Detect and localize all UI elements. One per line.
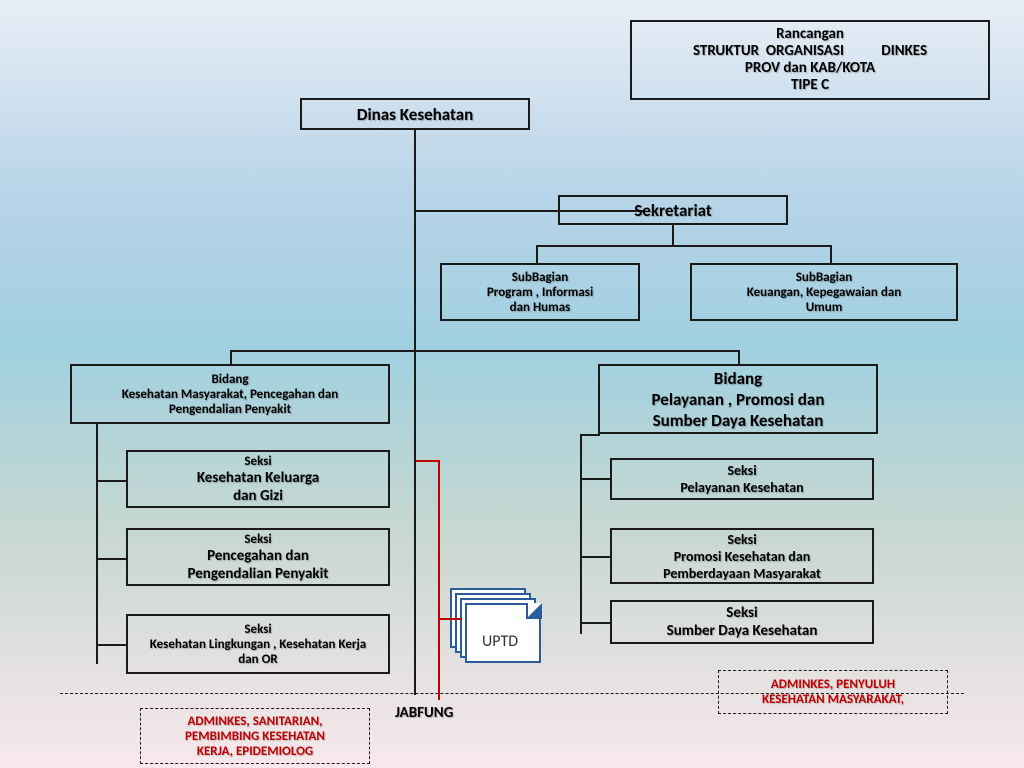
node-seksi-keluarga-gizi: Seksi Kesehatan Keluarga dan Gizi: [126, 450, 390, 508]
seksiB2-l2: Promosi Kesehatan dan: [674, 548, 811, 565]
jabfung-label: JABFUNG: [395, 704, 453, 722]
connector: [580, 478, 610, 480]
connector: [536, 245, 832, 247]
connector: [830, 245, 832, 263]
connector: [230, 350, 232, 364]
connector: [96, 480, 126, 482]
seksiA1-l2: Kesehatan Keluarga: [197, 469, 319, 487]
connector-red: [416, 460, 440, 462]
node-seksi-lingkungan: Seksi Kesehatan Lingkungan , Kesehatan K…: [126, 614, 390, 674]
admin2-l2: KESEHATAN MASYARAKAT,: [762, 692, 904, 707]
node-bidang-kesmas: Bidang Kesehatan Masyarakat, Pencegahan …: [70, 364, 390, 424]
connector-red: [438, 618, 462, 620]
title-box: Rancangan STRUKTUR ORGANISASI DINKES PRO…: [630, 20, 990, 100]
connector-red: [438, 460, 440, 700]
connector: [536, 245, 538, 263]
seksiA1-l1: Seksi: [244, 454, 271, 469]
sekretariat-label: Sekretariat: [634, 200, 712, 221]
node-seksi-pelayanan: Seksi Pelayanan Kesehatan: [610, 458, 874, 500]
seksiA3-l1: Seksi: [244, 622, 271, 637]
connector: [96, 558, 126, 560]
node-root: Dinas Kesehatan: [300, 98, 530, 130]
seksiB2-l1: Seksi: [727, 531, 756, 548]
sub2-l2: Keuangan, Kepegawaian dan: [747, 285, 901, 300]
adminkes-box-right: ADMINKES, PENYULUH KESEHATAN MASYARAKAT,: [718, 670, 948, 714]
sub1-l2: Program , Informasi: [487, 285, 593, 300]
admin1-l2: PEMBIMBING KESEHATAN: [185, 729, 325, 744]
connector: [580, 434, 582, 634]
node-sekretariat: Sekretariat: [558, 195, 788, 225]
sub1-l3: dan Humas: [510, 300, 571, 315]
sub2-l3: Umum: [806, 300, 843, 315]
bidang1-l2: Kesehatan Masyarakat, Pencegahan dan: [122, 387, 338, 402]
seksiB3-l2: Sumber Daya Kesehatan: [667, 622, 818, 640]
adminkes-box-left: ADMINKES, SANITARIAN, PEMBIMBING KESEHAT…: [140, 708, 370, 764]
connector: [96, 424, 98, 664]
connector: [414, 130, 416, 695]
bidang2-l3: Sumber Daya Kesehatan: [653, 410, 824, 431]
seksiB3-l1: Seksi: [726, 604, 757, 622]
title-line-4: TIPE C: [791, 77, 829, 94]
node-subbagian-keuangan: SubBagian Keuangan, Kepegawaian dan Umum: [690, 263, 958, 321]
seksiA2-l1: Seksi: [244, 532, 271, 547]
seksiA2-l3: Pengendalian Penyakit: [188, 565, 329, 583]
admin1-l3: KERJA, EPIDEMIOLOG: [197, 744, 313, 759]
seksiA3-l2: Kesehatan Lingkungan , Kesehatan Kerja: [150, 637, 366, 652]
node-seksi-promosi: Seksi Promosi Kesehatan dan Pemberdayaan…: [610, 528, 874, 584]
node-seksi-pencegahan: Seksi Pencegahan dan Pengendalian Penyak…: [126, 528, 390, 586]
seksiA2-l2: Pencegahan dan: [207, 547, 309, 565]
node-subbagian-program: SubBagian Program , Informasi dan Humas: [440, 263, 640, 321]
connector: [672, 225, 674, 245]
sub1-l1: SubBagian: [512, 270, 569, 285]
connector: [580, 434, 600, 436]
node-bidang-pelayanan: Bidang Pelayanan , Promosi dan Sumber Da…: [598, 364, 878, 434]
admin2-l1: ADMINKES, PENYULUH: [771, 677, 895, 692]
bidang2-l1: Bidang: [714, 368, 762, 389]
connector: [580, 622, 610, 624]
title-line-1: Rancangan: [776, 26, 844, 43]
node-seksi-sumberdaya: Seksi Sumber Daya Kesehatan: [610, 600, 874, 644]
connector: [738, 350, 740, 364]
title-line-3: PROV dan KAB/KOTA: [745, 60, 875, 77]
connector: [230, 350, 740, 352]
seksiB1-l1: Seksi: [727, 462, 756, 479]
sub2-l1: SubBagian: [796, 270, 853, 285]
seksiB2-l3: Pemberdayaan Masyarakat: [663, 565, 821, 582]
admin1-l1: ADMINKES, SANITARIAN,: [188, 714, 323, 729]
bidang2-l2: Pelayanan , Promosi dan: [652, 389, 825, 410]
connector: [96, 644, 126, 646]
connector: [580, 556, 610, 558]
bidang1-l3: Pengendalian Penyakit: [169, 402, 291, 417]
title-line-2: STRUKTUR ORGANISASI DINKES: [693, 43, 927, 60]
seksiA3-l3: dan OR: [238, 652, 277, 667]
seksiB1-l2: Pelayanan Kesehatan: [680, 479, 803, 496]
root-label: Dinas Kesehatan: [357, 104, 474, 125]
bidang1-l1: Bidang: [211, 372, 248, 387]
seksiA1-l3: dan Gizi: [233, 487, 283, 505]
uptd-label: UPTD: [482, 632, 518, 651]
